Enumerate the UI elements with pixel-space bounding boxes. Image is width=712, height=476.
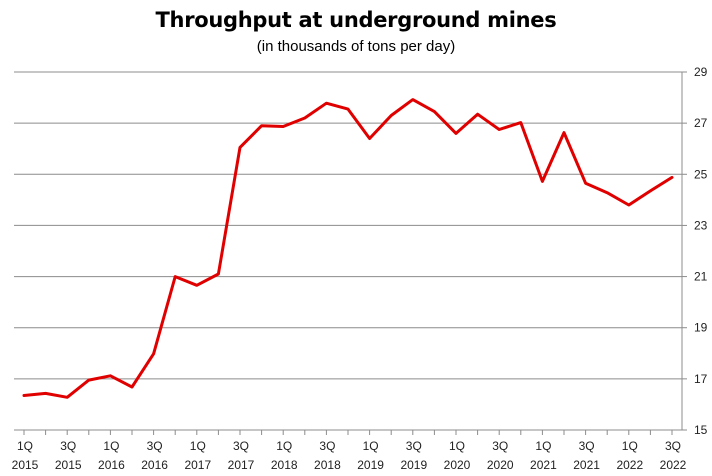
x-tick-label-year: 2018 [314, 458, 341, 472]
x-tick-label-year: 2022 [616, 458, 643, 472]
y-tick-label: 19 [694, 321, 708, 335]
x-tick-label-quarter: 3Q [147, 439, 163, 453]
x-tick-label-quarter: 1Q [103, 439, 119, 453]
x-tick-label-quarter: 1Q [276, 439, 292, 453]
x-tick-label-quarter: 3Q [406, 439, 422, 453]
x-tick-label-year: 2019 [357, 458, 384, 472]
y-tick-label: 17 [694, 372, 708, 386]
x-tick-label-year: 2017 [228, 458, 255, 472]
x-tick-label-year: 2020 [444, 458, 471, 472]
series-line-0 [22, 98, 674, 399]
y-tick-label: 15 [694, 423, 708, 437]
x-tick-label-quarter: 3Q [492, 439, 508, 453]
chart-title: Throughput at underground mines [155, 8, 557, 32]
x-tick-label-year: 2017 [184, 458, 211, 472]
x-tick-label-year: 2019 [400, 458, 427, 472]
y-tick-label: 21 [694, 270, 708, 284]
x-tick-label-year: 2016 [141, 458, 168, 472]
x-tick-label-year: 2018 [271, 458, 298, 472]
x-tick-label-year: 2016 [98, 458, 125, 472]
y-tick-label: 25 [694, 167, 708, 181]
y-tick-label: 23 [694, 218, 708, 232]
x-tick-label-quarter: 3Q [319, 439, 335, 453]
y-tick-label: 29 [694, 65, 708, 79]
x-tick-label-year: 2021 [530, 458, 557, 472]
x-tick-label-quarter: 3Q [579, 439, 595, 453]
x-tick-label-quarter: 3Q [60, 439, 76, 453]
x-tick-label-quarter: 1Q [190, 439, 206, 453]
x-tick-label-quarter: 1Q [449, 439, 465, 453]
y-tick-label: 27 [694, 116, 708, 130]
x-tick-label-year: 2021 [573, 458, 600, 472]
x-tick-label-quarter: 3Q [233, 439, 249, 453]
x-tick-label-year: 2022 [660, 458, 687, 472]
x-tick-label-quarter: 3Q [665, 439, 681, 453]
x-tick-label-year: 2015 [55, 458, 82, 472]
chart-subtitle: (in thousands of tons per day) [256, 38, 456, 55]
x-tick-label-year: 2015 [12, 458, 39, 472]
x-tick-label-year: 2020 [487, 458, 514, 472]
x-tick-label-quarter: 1Q [535, 439, 551, 453]
x-tick-label-quarter: 1Q [622, 439, 638, 453]
x-tick-label-quarter: 1Q [363, 439, 379, 453]
x-tick-label-quarter: 1Q [17, 439, 33, 453]
